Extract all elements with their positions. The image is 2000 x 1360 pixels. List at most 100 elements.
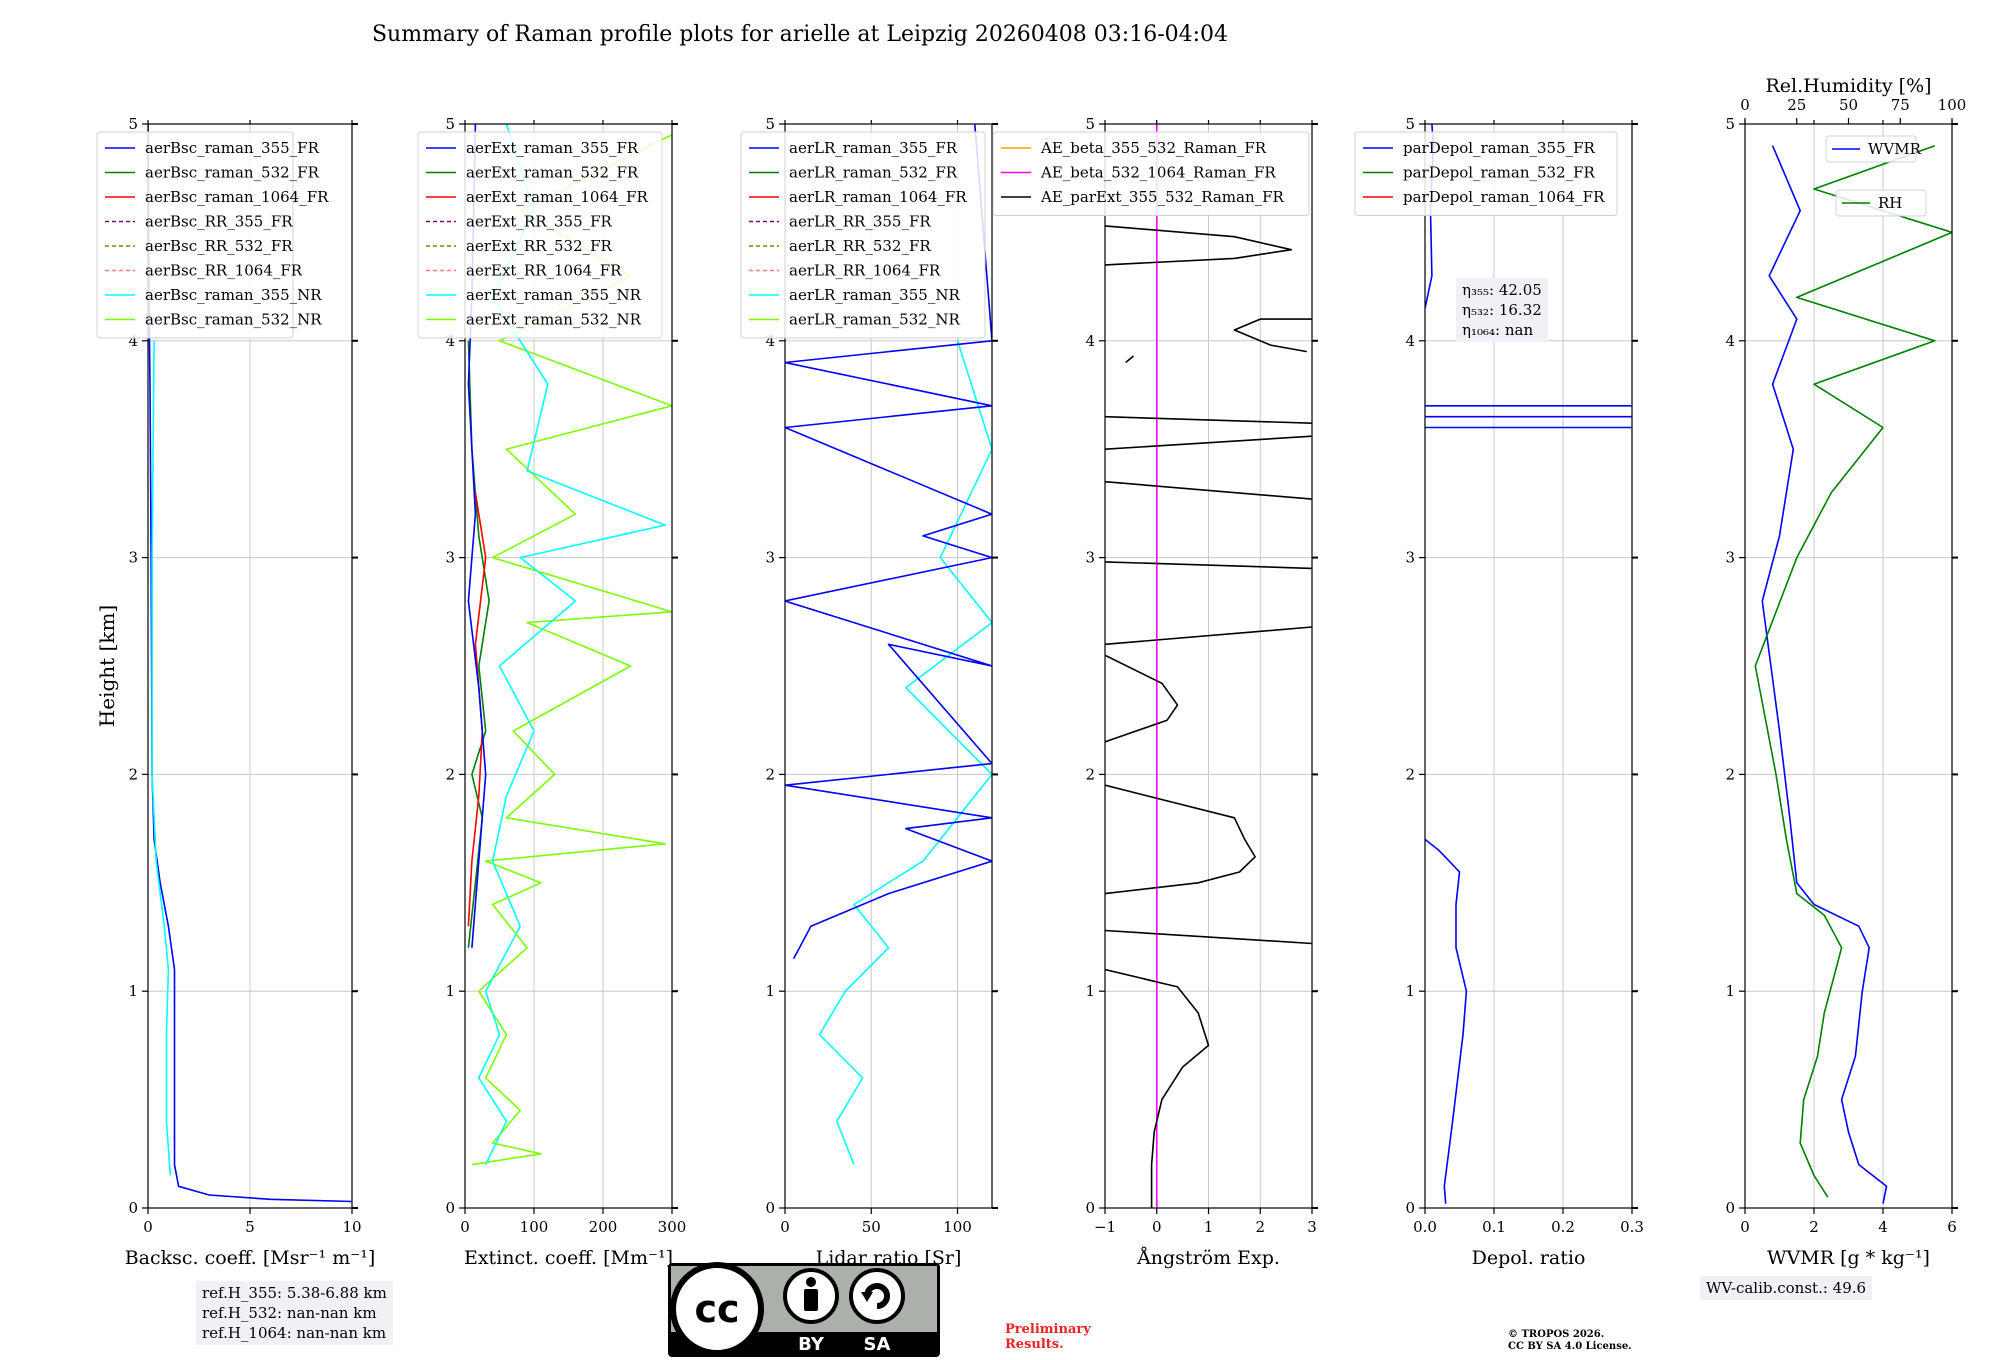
lr-ytick-label-4: 4 <box>765 332 775 350</box>
depol-xtick-label-0: 0.0 <box>1413 1218 1437 1236</box>
ae-series-7 <box>1105 480 1312 500</box>
depol-legend-label-2: parDepol_raman_1064_FR <box>1403 188 1605 206</box>
bsc-xtick-label-2: 10 <box>342 1218 361 1236</box>
ae-series-1 <box>1105 968 1210 1208</box>
ae-series-6 <box>1105 561 1312 570</box>
cc-circle-icon <box>670 1262 764 1356</box>
bsc-legend-box <box>96 131 294 339</box>
wv-legend-label-0: WVMR <box>1868 140 1922 158</box>
bsc-legend-label-0: aerBsc_raman_355_FR <box>145 139 320 157</box>
lr-legend-label-3: aerLR_RR_355_FR <box>789 213 931 231</box>
bsc-ytick-label-3: 3 <box>128 549 138 567</box>
ext-legend-label-3: aerExt_RR_355_FR <box>466 213 613 231</box>
depol-xtick-label-3: 0.3 <box>1620 1218 1644 1236</box>
ae-series-3 <box>1105 784 1256 895</box>
ext-ytick-label-0: 0 <box>445 1199 455 1217</box>
lr-legend-label-7: aerLR_raman_532_NR <box>789 311 960 329</box>
ae-xlabel: Ångström Exp. <box>1136 1247 1280 1269</box>
wv-top-xtick-label-0: 0 <box>1740 96 1750 114</box>
ae-xtick-label-0: −1 <box>1094 1218 1116 1236</box>
ae-legend-label-1: AE_beta_532_1064_Raman_FR <box>1040 164 1276 182</box>
ae-ytick-label-4: 4 <box>1085 332 1095 350</box>
ae-xtick-label-1: 0 <box>1152 1218 1162 1236</box>
depol-legend-label-0: parDepol_raman_355_FR <box>1403 139 1596 157</box>
bsc-xtick-label-1: 5 <box>245 1218 255 1236</box>
ext-series-1 <box>477 124 666 1165</box>
wv-legend-box-0 <box>1825 135 1917 163</box>
eta-355: η₃₅₅: 42.05 <box>1462 281 1542 299</box>
bsc-ylabel: Height [km] <box>95 605 119 727</box>
wv-xlabel: WVMR [g * kg⁻¹] <box>1767 1247 1930 1269</box>
depol-ytick-label-4: 4 <box>1405 332 1415 350</box>
wv-series-0 <box>1761 145 1888 1204</box>
ext-xtick-label-1: 100 <box>520 1218 549 1236</box>
depol-axes-frame <box>1424 123 1633 1209</box>
lr-ytick-label-0: 0 <box>765 1199 775 1217</box>
wv-ytick-label-5: 5 <box>1725 115 1735 133</box>
person-body-icon <box>804 1289 818 1311</box>
ae-ytick-label-2: 2 <box>1085 765 1095 783</box>
ext-legend-box <box>417 131 663 339</box>
wv-xtick-label-1: 2 <box>1809 1218 1819 1236</box>
ext-legend-label-4: aerExt_RR_532_FR <box>466 237 613 255</box>
share-alike-arc-icon <box>864 1283 890 1309</box>
lr-legend-label-1: aerLR_raman_532_FR <box>789 164 958 182</box>
bsc-legend-label-2: aerBsc_raman_1064_FR <box>145 188 329 206</box>
depol-ytick-label-2: 2 <box>1405 765 1415 783</box>
cc-by-sa-badge: cc BY SA <box>668 1262 940 1357</box>
by-text: BY <box>798 1334 825 1355</box>
ae-ytick-label-3: 3 <box>1085 549 1095 567</box>
wv-calibration-box: WV-calib.const.: 49.6 <box>1700 1276 1873 1300</box>
bsc-legend-label-4: aerBsc_RR_532_FR <box>145 237 293 255</box>
eta-532: η₅₃₂: 16.32 <box>1462 301 1542 319</box>
ext-legend-label-0: aerExt_raman_355_FR <box>466 139 639 157</box>
depol-series-0 <box>1425 838 1468 1204</box>
lr-xtick-label-1: 50 <box>862 1218 881 1236</box>
ae-legend-box <box>992 131 1310 216</box>
wv-top-xtick-label-4: 100 <box>1938 96 1967 114</box>
depol-xtick-label-2: 0.2 <box>1551 1218 1575 1236</box>
lr-ytick-label-2: 2 <box>765 765 775 783</box>
ext-ytick-label-4: 4 <box>445 332 455 350</box>
ext-ytick-label-2: 2 <box>445 765 455 783</box>
bsc-xlabel: Backsc. coeff. [Msr⁻¹ m⁻¹] <box>125 1247 376 1269</box>
ext-xtick-label-2: 200 <box>589 1218 618 1236</box>
wv-top-xtick-label-2: 50 <box>1839 96 1858 114</box>
wv-xtick-label-0: 0 <box>1740 1218 1750 1236</box>
wv-ytick-label-3: 3 <box>1725 549 1735 567</box>
ext-legend-label-6: aerExt_raman_355_NR <box>466 286 642 304</box>
bsc-ytick-label-2: 2 <box>128 765 138 783</box>
depol-ytick-label-3: 3 <box>1405 549 1415 567</box>
wv-series-1 <box>1754 144 1952 1198</box>
preliminary-line-2: Results. <box>1005 1337 1064 1352</box>
ext-ytick-label-5: 5 <box>445 115 455 133</box>
depol-ytick-label-1: 1 <box>1405 982 1415 1000</box>
cc-text: cc <box>694 1287 739 1331</box>
share-alike-arrow-icon <box>861 1292 873 1302</box>
ref-h-1064: ref.H_1064: nan-nan km <box>202 1324 387 1342</box>
depol-ytick-label-0: 0 <box>1405 1199 1415 1217</box>
preliminary-note: Preliminary Results. <box>1005 1322 1091 1352</box>
ext-legend-label-1: aerExt_raman_532_FR <box>466 164 639 182</box>
share-alike-icon <box>849 1268 905 1324</box>
ae-ytick-label-0: 0 <box>1085 1199 1095 1217</box>
copyright-line-2: CC BY SA 4.0 License. <box>1508 1341 1632 1352</box>
ext-axes-frame <box>464 123 673 1209</box>
figure-title: Summary of Raman profile plots for ariel… <box>371 22 1229 47</box>
sa-text: SA <box>864 1334 891 1355</box>
lr-xtick-label-2: 100 <box>943 1218 972 1236</box>
ext-ytick-label-1: 1 <box>445 982 455 1000</box>
eta-box: η₃₅₅: 42.05 η₅₃₂: 16.32 η₁₀₆₄: nan <box>1456 278 1548 342</box>
ae-xtick-label-4: 3 <box>1307 1218 1317 1236</box>
ae-ytick-label-5: 5 <box>1085 115 1095 133</box>
ae-series-10 <box>1125 355 1135 364</box>
bsc-legend-label-3: aerBsc_RR_355_FR <box>145 213 293 231</box>
wv-xtick-label-2: 4 <box>1878 1218 1888 1236</box>
ae-series-11 <box>1233 318 1312 353</box>
lr-legend-label-0: aerLR_raman_355_FR <box>789 139 958 157</box>
wv-xtick-label-3: 6 <box>1947 1218 1957 1236</box>
depol-ytick-label-5: 5 <box>1405 115 1415 133</box>
copyright-line-1: © TROPOS 2026. <box>1508 1329 1605 1340</box>
bsc-legend-label-6: aerBsc_raman_355_NR <box>145 286 322 304</box>
